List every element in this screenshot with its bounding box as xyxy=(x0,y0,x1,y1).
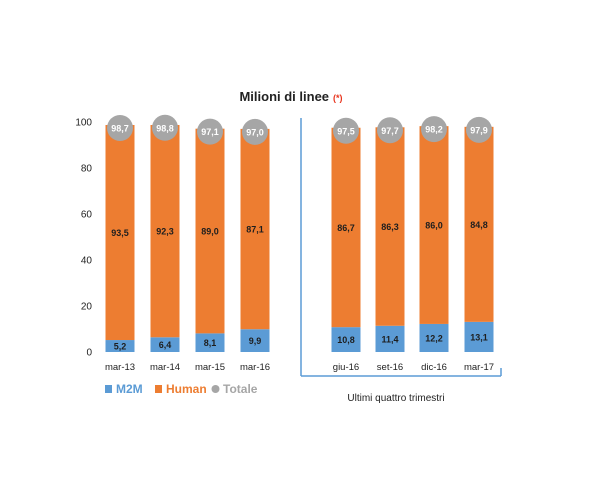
total-marker xyxy=(107,114,133,141)
x-tick-label: giu-16 xyxy=(333,362,359,373)
total-value-label: 98,7 xyxy=(111,123,129,133)
group-note: Ultimi quattro trimestri xyxy=(347,393,444,404)
bar-m2m xyxy=(331,327,361,352)
total-value-label: 98,8 xyxy=(156,123,174,133)
x-tick-label: mar-17 xyxy=(464,362,494,373)
y-tick-label: 80 xyxy=(81,164,93,175)
human-value-label: 89,0 xyxy=(201,227,219,237)
human-value-label: 87,1 xyxy=(246,225,264,235)
x-tick-label: mar-15 xyxy=(195,362,225,373)
chart-title: Milioni di linee (*) xyxy=(239,89,342,104)
total-value-label: 97,7 xyxy=(381,126,399,136)
m2m-value-label: 5,2 xyxy=(114,342,127,352)
human-value-label: 84,8 xyxy=(470,220,488,230)
m2m-value-label: 11,4 xyxy=(381,334,398,344)
total-value-label: 97,5 xyxy=(337,126,355,136)
bar-human xyxy=(105,124,135,341)
legend-label: Totale xyxy=(223,382,258,396)
x-tick-label: mar-13 xyxy=(105,362,135,373)
bar-stack-dic-16: 86,0 12,2 98,2 xyxy=(419,116,449,352)
total-marker xyxy=(242,118,268,145)
x-tick-label: mar-16 xyxy=(240,362,270,373)
bar-stack-mar-17: 84,8 13,1 97,9 xyxy=(464,116,494,352)
bar-stack-mar-16: 87,1 9,9 97,0 xyxy=(240,118,270,352)
total-marker xyxy=(197,118,223,145)
total-marker xyxy=(466,116,492,143)
bar-human xyxy=(195,128,225,334)
bar-stack-mar-14: 92,3 6,4 98,8 xyxy=(150,114,180,352)
m2m-value-label: 9,9 xyxy=(249,336,262,346)
x-axis: mar-13 mar-14 mar-15 mar-16 giu-16 set-16 dic-… xyxy=(105,362,494,373)
bar-stack-set-16: 86,3 11,4 97,7 xyxy=(375,117,405,352)
y-tick-label: 100 xyxy=(75,118,92,129)
chart-title-text: Milioni di linee xyxy=(239,89,329,104)
bars-group: 93,5 5,2 98,7 92,3 6,4 98,8 89,0 8,1 97,1 87,1 9,9… xyxy=(105,114,494,352)
m2m-value-label: 13,1 xyxy=(470,332,488,342)
human-value-label: 86,7 xyxy=(337,223,355,233)
y-tick-label: 40 xyxy=(81,256,93,267)
legend: M2M Human Totale xyxy=(105,382,258,396)
y-tick-label: 0 xyxy=(86,348,92,359)
legend-swatch xyxy=(105,385,112,393)
y-tick-label: 20 xyxy=(81,302,93,313)
period-divider xyxy=(300,118,502,377)
legend-item-human: Human xyxy=(155,382,207,396)
bar-human xyxy=(240,128,270,330)
total-value-label: 98,2 xyxy=(425,125,443,135)
bar-m2m xyxy=(419,323,449,352)
bar-human xyxy=(419,126,449,324)
bar-stack-mar-15: 89,0 8,1 97,1 xyxy=(195,118,225,352)
m2m-value-label: 10,8 xyxy=(337,335,355,345)
legend-label: Human xyxy=(166,382,207,396)
bar-m2m xyxy=(150,337,180,352)
bar-human xyxy=(331,127,361,328)
total-marker xyxy=(152,114,178,141)
bar-stack-mar-13: 93,5 5,2 98,7 xyxy=(105,114,135,352)
bar-m2m xyxy=(464,321,494,352)
legend-swatch xyxy=(155,385,162,393)
y-tick-label: 60 xyxy=(81,210,93,221)
total-marker xyxy=(333,117,359,144)
legend-item-totale: Totale xyxy=(211,382,258,396)
legend-label: M2M xyxy=(116,382,143,396)
total-value-label: 97,0 xyxy=(246,127,264,137)
bar-m2m xyxy=(240,329,270,352)
human-value-label: 93,5 xyxy=(111,228,129,238)
human-value-label: 92,3 xyxy=(156,227,174,237)
m2m-value-label: 8,1 xyxy=(204,338,217,348)
m2m-value-label: 6,4 xyxy=(159,340,172,350)
m2m-value-label: 12,2 xyxy=(425,333,443,343)
bar-human xyxy=(375,127,405,326)
bar-m2m xyxy=(105,340,135,352)
bar-m2m xyxy=(195,333,225,352)
human-value-label: 86,3 xyxy=(381,222,399,232)
chart-title-note: (*) xyxy=(333,93,343,103)
x-tick-label: mar-14 xyxy=(150,362,180,373)
total-marker xyxy=(421,116,447,143)
x-tick-label: set-16 xyxy=(377,362,403,373)
bar-m2m xyxy=(375,325,405,352)
bar-human xyxy=(150,124,180,338)
total-value-label: 97,9 xyxy=(470,125,488,135)
total-value-label: 97,1 xyxy=(201,127,219,137)
legend-swatch xyxy=(211,385,220,393)
human-value-label: 86,0 xyxy=(425,221,443,231)
total-marker xyxy=(377,117,403,144)
y-axis: 0 20 40 60 80 100 xyxy=(75,118,92,359)
legend-item-m2m: M2M xyxy=(105,382,143,396)
bar-human xyxy=(464,126,494,322)
bar-stack-giu-16: 86,7 10,8 97,5 xyxy=(331,117,361,352)
x-tick-label: dic-16 xyxy=(421,362,447,373)
